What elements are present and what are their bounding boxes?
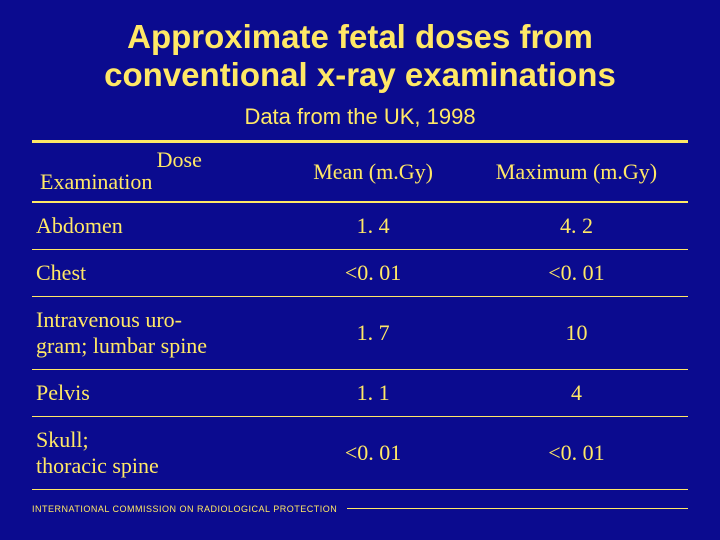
cell-examination: Abdomen: [32, 202, 281, 250]
cell-max: <0. 01: [465, 416, 688, 489]
cell-examination: Chest: [32, 249, 281, 296]
cell-mean: <0. 01: [281, 416, 465, 489]
dose-table: Dose Examination Mean (m.Gy) Maximum (m.…: [32, 140, 688, 490]
dose-header-label: Dose: [157, 147, 202, 173]
slide-title: Approximate fetal doses from conventiona…: [32, 18, 688, 94]
cell-examination: Intravenous uro-gram; lumbar spine: [32, 296, 281, 369]
table-row: Abdomen 1. 4 4. 2: [32, 202, 688, 250]
slide: Approximate fetal doses from conventiona…: [0, 0, 720, 540]
table-row: Intravenous uro-gram; lumbar spine 1. 7 …: [32, 296, 688, 369]
col-header-max: Maximum (m.Gy): [465, 141, 688, 202]
col-header-examination: Dose Examination: [32, 141, 281, 202]
slide-subtitle: Data from the UK, 1998: [32, 104, 688, 130]
cell-max: 4: [465, 369, 688, 416]
cell-max: 4. 2: [465, 202, 688, 250]
footer-text: INTERNATIONAL COMMISSION ON RADIOLOGICAL…: [32, 504, 337, 514]
cell-examination: Pelvis: [32, 369, 281, 416]
table-body: Abdomen 1. 4 4. 2 Chest <0. 01 <0. 01 In…: [32, 202, 688, 490]
cell-examination: Skull;thoracic spine: [32, 416, 281, 489]
table-row: Skull;thoracic spine <0. 01 <0. 01: [32, 416, 688, 489]
table-row: Chest <0. 01 <0. 01: [32, 249, 688, 296]
cell-mean: 1. 7: [281, 296, 465, 369]
table-row: Pelvis 1. 1 4: [32, 369, 688, 416]
cell-max: 10: [465, 296, 688, 369]
col-header-mean: Mean (m.Gy): [281, 141, 465, 202]
cell-max: <0. 01: [465, 249, 688, 296]
cell-mean: 1. 4: [281, 202, 465, 250]
cell-mean: 1. 1: [281, 369, 465, 416]
footer-rule: [347, 508, 688, 509]
cell-mean: <0. 01: [281, 249, 465, 296]
table-header-row: Dose Examination Mean (m.Gy) Maximum (m.…: [32, 141, 688, 202]
footer: INTERNATIONAL COMMISSION ON RADIOLOGICAL…: [32, 504, 688, 514]
